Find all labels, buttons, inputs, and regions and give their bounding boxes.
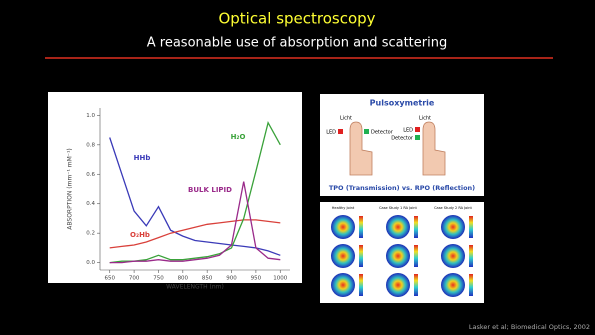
label: Detector <box>391 136 414 142</box>
colorbar <box>414 216 418 238</box>
y-tick-label: 0.4 <box>86 201 95 207</box>
y-tick-label: 0.2 <box>86 231 95 237</box>
heatmap-image <box>331 244 355 268</box>
y-tick-label: 0.0 <box>86 260 95 266</box>
heatmap-image <box>386 244 410 268</box>
series-label: O₂Hb <box>130 231 150 239</box>
spectrum-chart: 0.0 0.2 0.4 0.6 0.8 1.0 650 700 750 800 850 900 950 1… <box>48 92 302 291</box>
detector <box>364 129 369 134</box>
y-tick-label: 0.6 <box>86 172 95 178</box>
slide-subtitle: A reasonable use of absorption and scatt… <box>147 36 447 51</box>
heatmap-image <box>331 215 355 239</box>
panel-title: Pulsoxymetrie <box>370 99 435 108</box>
pulsoxymetrie-panel: Pulsoxymetrie Licht LED Detector Licht L… <box>320 94 484 196</box>
colorbar <box>414 245 418 267</box>
x-tick-label: 900 <box>226 276 237 282</box>
column-header: Case Study 1 RA Joint <box>379 206 417 210</box>
colorbar <box>469 216 473 238</box>
colorbar <box>359 245 363 267</box>
label: LED <box>326 130 336 136</box>
heatmap-image <box>386 215 410 239</box>
slide: Optical spectroscopy A reasonable use of… <box>0 0 595 335</box>
colorbar <box>359 216 363 238</box>
x-tick-label: 800 <box>178 276 189 282</box>
y-tick-label: 0.8 <box>86 142 95 148</box>
panel-background <box>320 94 484 196</box>
heatmap-image <box>441 244 465 268</box>
x-tick-label: 850 <box>202 276 213 282</box>
series-label: BULK LIPID <box>188 186 232 194</box>
y-axis-label: ABSORPTION (mm⁻¹ mM⁻¹) <box>67 148 74 229</box>
colorbar <box>469 245 473 267</box>
x-tick-label: 1000 <box>273 276 287 282</box>
heatmap-image <box>331 273 355 297</box>
x-tick-label: 650 <box>104 276 115 282</box>
x-axis-label: WAVELENGTH (nm) <box>166 284 224 291</box>
x-tick-label: 950 <box>251 276 262 282</box>
heatmap-image <box>441 215 465 239</box>
x-tick-label: 700 <box>129 276 140 282</box>
slide-title: Optical spectroscopy <box>218 10 375 28</box>
citation: Lasker et al; Biomedical Optics, 2002 <box>469 323 590 331</box>
colorbar <box>414 274 418 296</box>
detector <box>415 135 420 140</box>
label: Licht <box>419 116 431 122</box>
y-tick-label: 1.0 <box>86 113 95 119</box>
page: Optical spectroscopy A reasonable use of… <box>0 0 595 335</box>
colorbar <box>469 274 473 296</box>
colorbar <box>359 274 363 296</box>
caption: TPO (Transmission) vs. RPO (Reflection) <box>329 184 475 192</box>
series-label: H₂O <box>231 133 246 141</box>
heatmap-image <box>386 273 410 297</box>
column-header: Case Study 2 RA Joint <box>434 206 472 210</box>
column-header: Healthy Joint <box>332 206 355 210</box>
series-label: HHb <box>134 154 151 162</box>
heatmap-image <box>441 273 465 297</box>
x-tick-label: 750 <box>153 276 164 282</box>
label: LED <box>403 128 413 134</box>
label: Licht <box>340 116 352 122</box>
heatmap-panel: Healthy Joint Case Study 1 RA Joint Case S… <box>320 202 484 303</box>
led <box>415 127 420 132</box>
led <box>338 129 343 134</box>
